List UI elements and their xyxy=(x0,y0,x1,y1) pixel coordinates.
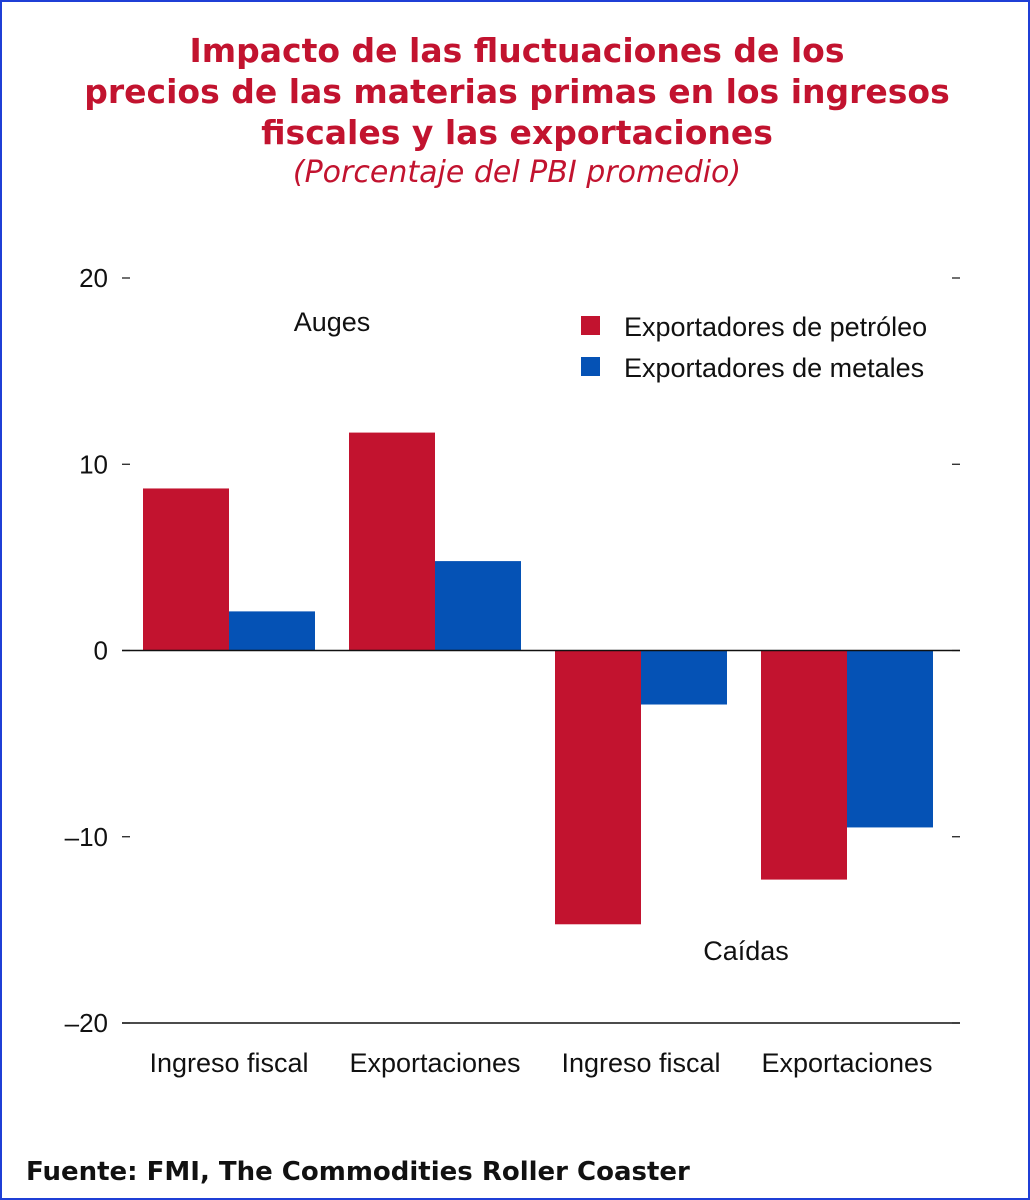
y-tick-label: 0 xyxy=(94,636,108,666)
bar-metal xyxy=(229,611,315,651)
y-tick-label: 20 xyxy=(79,263,108,293)
chart-subtitle: (Porcentaje del PBI promedio) xyxy=(292,155,742,190)
bar-chart: 20 10 0 –10 –20 Ingreso fiscal Exportaciones In… xyxy=(65,263,960,1078)
x-category-label: Ingreso fiscal xyxy=(149,1048,308,1078)
bar-oil xyxy=(555,650,641,925)
y-tick-label: –10 xyxy=(65,822,108,852)
legend-swatch xyxy=(581,316,600,335)
bar-metal xyxy=(847,650,933,828)
title-line-3: fiscales y las exportaciones xyxy=(261,113,773,152)
legend-label: Exportadores de metales xyxy=(624,353,924,383)
legend-label: Exportadores de petróleo xyxy=(624,312,927,342)
x-category-label: Exportaciones xyxy=(761,1048,932,1078)
bar-oil xyxy=(143,488,229,651)
x-category-label: Exportaciones xyxy=(349,1048,520,1078)
legend-swatch xyxy=(581,357,600,376)
title-line-2: precios de las materias primas en los in… xyxy=(84,72,950,111)
x-category-label: Ingreso fiscal xyxy=(561,1048,720,1078)
annotation-caidas: Caídas xyxy=(703,936,789,966)
annotation-auges: Auges xyxy=(294,307,371,337)
bar-metal xyxy=(641,650,727,705)
y-tick-label: 10 xyxy=(79,449,108,479)
bar-metal xyxy=(435,561,521,651)
bar-oil xyxy=(349,432,435,651)
bar-oil xyxy=(761,650,847,880)
source-note: Fuente: FMI, The Commodities Roller Coas… xyxy=(26,1157,690,1187)
chart-title: Impacto de las fluctuaciones de los prec… xyxy=(2,30,1030,153)
title-line-1: Impacto de las fluctuaciones de los xyxy=(189,31,845,70)
y-tick-label: –20 xyxy=(65,1008,108,1038)
